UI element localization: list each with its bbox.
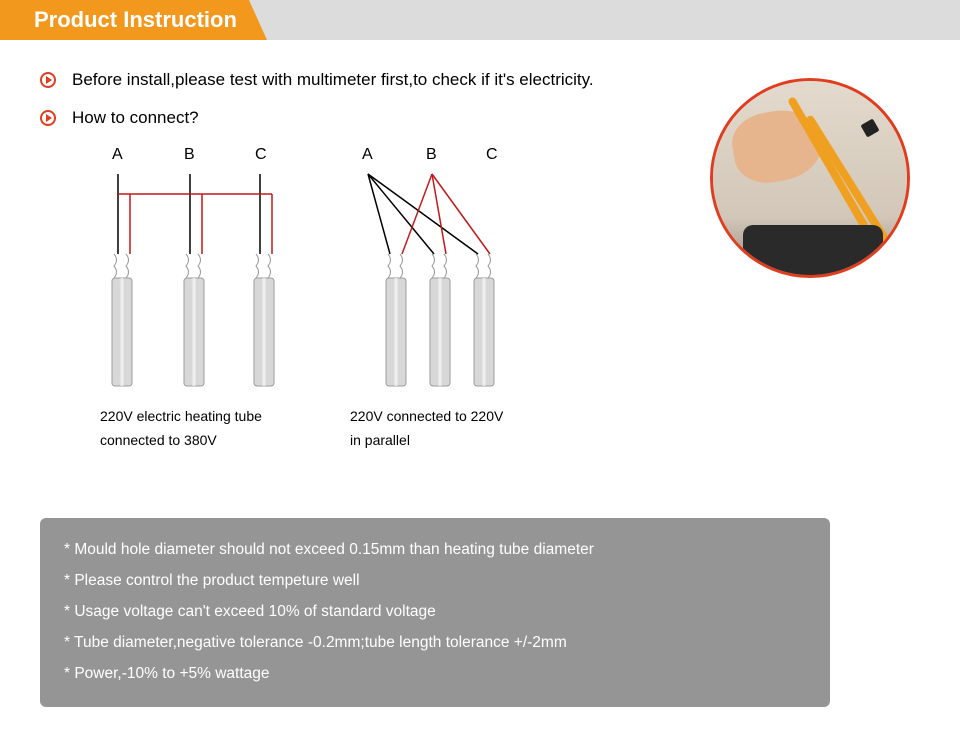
multimeter-shape: [743, 225, 883, 278]
note-line: * Power,-10% to +5% wattage: [64, 658, 806, 689]
caption-line: 220V connected to 220V: [350, 405, 550, 429]
play-bullet-icon: [40, 72, 56, 88]
note-line: * Please control the product tempeture w…: [64, 565, 806, 596]
multimeter-photo: [710, 78, 910, 278]
instruction-text: Before install,please test with multimet…: [72, 70, 594, 90]
diagram-caption: 220V connected to 220V in parallel: [350, 405, 550, 453]
page-title: Product Instruction: [34, 7, 237, 33]
diagram-220v-parallel: A B C 220V connected to 220V in parallel: [350, 146, 550, 453]
terminal-label: A: [112, 146, 123, 164]
terminal-label: B: [184, 146, 195, 164]
header-bar: Product Instruction: [0, 0, 960, 40]
header-underline: [267, 0, 960, 40]
caption-line: 220V electric heating tube: [100, 405, 300, 429]
header-accent: Product Instruction: [0, 0, 267, 40]
caption-line: in parallel: [350, 429, 550, 453]
notes-panel: * Mould hole diameter should not exceed …: [40, 518, 830, 707]
terminal-label: C: [486, 146, 498, 164]
terminal-label: C: [255, 146, 267, 164]
wiring-svg-380v: [100, 146, 300, 396]
terminal-label: B: [426, 146, 437, 164]
diagram-380v: A B C 220V electric heating tube connect…: [100, 146, 300, 453]
note-line: * Tube diameter,negative tolerance -0.2m…: [64, 627, 806, 658]
wiring-svg-220v: [350, 146, 550, 396]
play-bullet-icon: [40, 110, 56, 126]
terminal-label: A: [362, 146, 373, 164]
note-line: * Usage voltage can't exceed 10% of stan…: [64, 596, 806, 627]
note-line: * Mould hole diameter should not exceed …: [64, 534, 806, 565]
caption-line: connected to 380V: [100, 429, 300, 453]
instruction-text: How to connect?: [72, 108, 199, 128]
diagram-caption: 220V electric heating tube connected to …: [100, 405, 300, 453]
